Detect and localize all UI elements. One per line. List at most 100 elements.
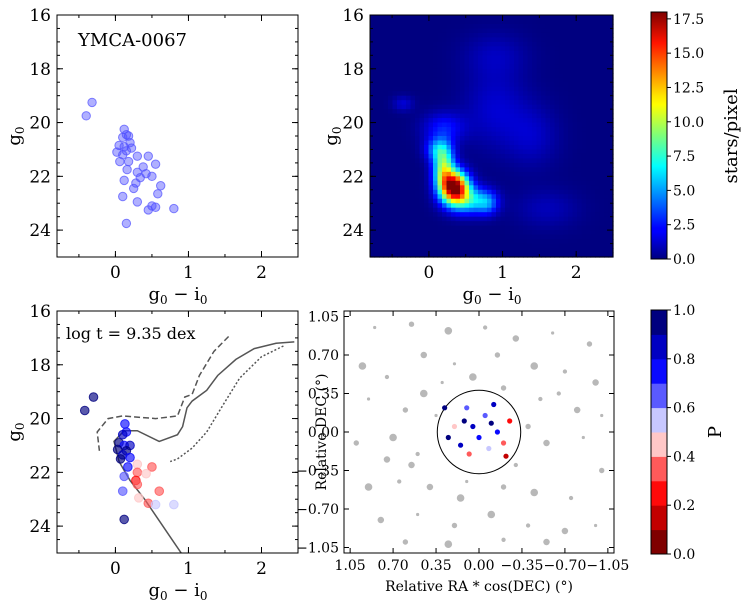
heatmap-cell [509, 113, 515, 119]
heatmap-cell [577, 127, 583, 133]
heatmap-cell [554, 73, 560, 79]
heatmap-cell [541, 131, 547, 137]
heatmap-cell [388, 32, 394, 39]
heatmap-cell [455, 55, 461, 61]
heatmap-cell [433, 104, 439, 110]
heatmap-cell [496, 95, 502, 101]
heatmap-cell [428, 91, 434, 97]
heatmap-cell [392, 19, 398, 25]
heatmap-cell [563, 203, 569, 209]
heatmap-cell [374, 95, 380, 101]
heatmap-cell [554, 86, 560, 92]
heatmap-cell [518, 59, 524, 65]
heatmap-cell [379, 32, 385, 39]
heatmap-cell [401, 171, 407, 177]
heatmap-cell [451, 185, 457, 191]
heatmap-cell [527, 180, 533, 186]
heatmap-cell [478, 37, 484, 43]
heatmap-cell [482, 131, 488, 137]
heatmap-cell [581, 216, 587, 222]
heatmap-cell [536, 185, 542, 191]
heatmap-cell [433, 73, 439, 79]
heatmap-cell [536, 189, 542, 195]
heatmap-cell [532, 86, 538, 92]
heatmap-cell [424, 239, 430, 245]
heatmap-cell [383, 252, 389, 258]
heatmap-cell [392, 50, 398, 56]
heatmap-cell [532, 144, 538, 151]
heatmap-cell [577, 109, 583, 115]
heatmap-cell [473, 32, 479, 39]
heatmap-cell [478, 162, 484, 168]
heatmap-cell [406, 23, 412, 30]
heatmap-cell [559, 221, 565, 227]
heatmap-cell [491, 68, 497, 74]
heatmap-cell [415, 180, 421, 186]
heatmap-cell [500, 113, 506, 119]
heatmap-cell [572, 46, 578, 52]
heatmap-cell [424, 225, 430, 231]
heatmap-cell [437, 185, 443, 191]
heatmap-cell [388, 216, 394, 222]
heatmap-cell [392, 252, 398, 258]
heatmap-cell [446, 194, 452, 200]
heatmap-cell [428, 194, 434, 200]
heatmap-cell [433, 113, 439, 119]
heatmap-cell [415, 91, 421, 97]
heatmap-cell [460, 136, 466, 142]
heatmap-cell [433, 221, 439, 227]
heatmap-cell [604, 216, 610, 222]
heatmap-cell [577, 194, 583, 200]
heatmap-cell [469, 167, 475, 173]
heatmap-cell [586, 59, 592, 65]
heatmap-cell [554, 216, 560, 222]
heatmap-cell [397, 28, 403, 34]
member-star-point [491, 401, 497, 408]
heatmap-cell [523, 180, 529, 186]
heatmap-cell [478, 100, 484, 106]
heatmap-cell [388, 15, 394, 21]
heatmap-cell [604, 230, 610, 236]
heatmap-cell [545, 118, 551, 124]
heatmap-cell [577, 207, 583, 213]
heatmap-cell [595, 153, 601, 160]
heatmap-cell [509, 41, 515, 47]
heatmap-cell [608, 28, 614, 34]
heatmap-cell [437, 216, 443, 222]
heatmap-cell [392, 41, 398, 47]
field-star-point [397, 479, 402, 484]
heatmap-cell [491, 153, 497, 160]
heatmap-cell [527, 252, 533, 258]
heatmap-cell [419, 95, 425, 101]
heatmap-cell [545, 207, 551, 213]
member-star-point [476, 434, 482, 441]
heatmap-cell [577, 198, 583, 204]
field-star-point [353, 440, 359, 446]
heatmap-cell [604, 41, 610, 47]
field-star-point [501, 537, 506, 542]
heatmap-cell [433, 95, 439, 101]
heatmap-cell [496, 243, 502, 249]
heatmap-cell [406, 230, 412, 236]
heatmap-cell [527, 127, 533, 133]
heatmap-cell [487, 59, 493, 65]
heatmap-cell [500, 100, 506, 106]
heatmap-cell [388, 86, 394, 92]
heatmap-cell [532, 243, 538, 249]
heatmap-cell [518, 140, 524, 146]
heatmap-cell [536, 194, 542, 200]
heatmap-cell [527, 64, 533, 70]
heatmap-cell [527, 136, 533, 142]
star-point [156, 181, 166, 191]
heatmap-cell [379, 50, 385, 56]
heatmap-cell [442, 28, 448, 34]
heatmap-cell [545, 140, 551, 146]
field-star-point [482, 325, 488, 330]
heatmap-cell [550, 225, 556, 231]
heatmap-cell [455, 252, 461, 258]
heatmap-cell [397, 127, 403, 133]
heatmap-cell [532, 50, 538, 56]
heatmap-cell [527, 207, 533, 213]
heatmap-cell [554, 189, 560, 195]
heatmap-cell [550, 239, 556, 245]
